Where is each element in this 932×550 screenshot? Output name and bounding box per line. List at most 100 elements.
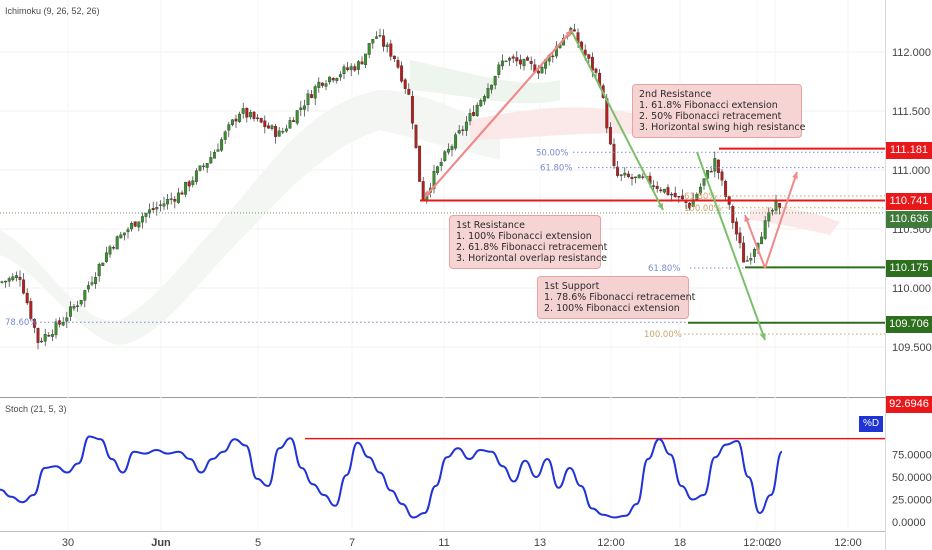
candle-body bbox=[616, 166, 620, 176]
candle-body bbox=[702, 178, 706, 186]
candle-body bbox=[526, 57, 530, 61]
candle-body bbox=[454, 134, 458, 149]
stoch-d-line bbox=[0, 435, 783, 519]
candle-body bbox=[461, 129, 465, 131]
candle-body bbox=[97, 263, 101, 277]
cloud-bull bbox=[410, 60, 560, 104]
candle-body bbox=[767, 212, 771, 222]
candle-body bbox=[626, 173, 630, 178]
arrow-ext-green-head bbox=[759, 333, 766, 340]
candle-body bbox=[140, 216, 144, 223]
cloud-bull bbox=[0, 90, 500, 345]
candle-body bbox=[83, 290, 87, 301]
candle-body bbox=[40, 340, 44, 343]
arrow-drop-green bbox=[571, 31, 664, 211]
candle-body bbox=[691, 199, 695, 207]
candle-body bbox=[594, 68, 598, 73]
fib-label: 100.00% bbox=[684, 204, 722, 214]
candle-body bbox=[169, 198, 173, 200]
candle-body bbox=[137, 221, 141, 228]
candle-body bbox=[212, 152, 216, 159]
candle-body bbox=[292, 120, 296, 123]
candle-body bbox=[446, 148, 450, 153]
candle-body bbox=[122, 232, 126, 236]
candle-body bbox=[184, 181, 188, 195]
note-2nd-resistance: 2nd Resistance 1. 61.8% Fibonacci extens… bbox=[632, 84, 806, 138]
stoch-label[interactable]: Stoch (21, 5, 3) bbox=[5, 404, 67, 414]
arrow-drop-green-head bbox=[657, 203, 663, 210]
x-tick-label: 13 bbox=[534, 537, 546, 549]
candle-body bbox=[0, 281, 4, 283]
candle-body bbox=[410, 96, 414, 124]
candle-body bbox=[187, 181, 191, 187]
note-line: 2. 50% Fibonacci retracement bbox=[639, 111, 782, 122]
candle-body bbox=[7, 278, 11, 282]
candle-body bbox=[288, 120, 292, 129]
candle-body bbox=[54, 321, 58, 336]
arrow-target-red bbox=[764, 171, 798, 269]
arrow-bounce-red bbox=[744, 214, 766, 269]
candles bbox=[0, 23, 782, 350]
ichimoku-label[interactable]: Ichimoku (9, 26, 52, 26) bbox=[5, 6, 100, 16]
candle-body bbox=[778, 203, 782, 209]
candle-body bbox=[313, 86, 317, 99]
price-tag-110741: 110.741 bbox=[886, 193, 932, 210]
candle-body bbox=[227, 124, 231, 131]
candle-body bbox=[482, 96, 486, 102]
candle-body bbox=[659, 189, 663, 192]
candle-body bbox=[623, 172, 627, 176]
note-line: 2. 100% Fibonacci extension bbox=[544, 303, 680, 314]
candle-body bbox=[331, 78, 335, 81]
candle-body bbox=[43, 334, 47, 342]
x-tick-label: 5 bbox=[255, 537, 261, 549]
candle-body bbox=[328, 76, 332, 83]
candle-body bbox=[677, 196, 681, 198]
candle-body bbox=[619, 174, 623, 176]
candle-body bbox=[760, 236, 764, 245]
candle-body bbox=[540, 67, 544, 74]
candle-body bbox=[652, 185, 656, 187]
candle-body bbox=[234, 118, 238, 122]
candle-body bbox=[76, 305, 80, 307]
candle-body bbox=[342, 66, 346, 75]
candle-body bbox=[270, 125, 274, 129]
candle-body bbox=[472, 112, 476, 116]
candle-body bbox=[713, 158, 717, 172]
note-title: 1st Support bbox=[544, 281, 600, 292]
candle-body bbox=[770, 209, 774, 212]
ichimoku-cloud bbox=[0, 60, 840, 345]
candle-body bbox=[436, 166, 440, 173]
price-tag-stoch-level: 92.6946 bbox=[886, 396, 932, 413]
candle-body bbox=[720, 171, 724, 181]
candle-body bbox=[335, 78, 339, 81]
candle-body bbox=[666, 187, 670, 195]
candle-body bbox=[439, 162, 443, 166]
candle-body bbox=[670, 193, 674, 196]
candle-body bbox=[94, 277, 98, 284]
y-tick-label: 112.000 bbox=[892, 47, 931, 59]
y-tick-label: 111.500 bbox=[892, 106, 930, 118]
candle-body bbox=[79, 300, 83, 305]
candle-body bbox=[464, 121, 468, 131]
candle-body bbox=[634, 176, 638, 179]
fib-label: 61.80% bbox=[684, 192, 716, 202]
candle-body bbox=[68, 306, 72, 317]
candle-body bbox=[360, 61, 364, 65]
candle-body bbox=[18, 276, 22, 280]
candle-body bbox=[356, 61, 360, 70]
candle-body bbox=[274, 126, 278, 137]
projection-arrows bbox=[424, 29, 798, 341]
price-tag-111181: 111.181 bbox=[886, 142, 932, 159]
candle-body bbox=[572, 29, 576, 32]
candle-body bbox=[191, 180, 195, 185]
candle-body bbox=[151, 208, 155, 211]
candle-body bbox=[374, 36, 378, 39]
candle-body bbox=[198, 165, 202, 171]
candle-body bbox=[324, 83, 328, 87]
arrow-rise-red-back-head bbox=[425, 190, 432, 197]
y-tick-label: 111.000 bbox=[892, 165, 930, 177]
candle-body bbox=[518, 59, 522, 65]
candle-body bbox=[486, 88, 490, 98]
candle-body bbox=[421, 181, 425, 201]
